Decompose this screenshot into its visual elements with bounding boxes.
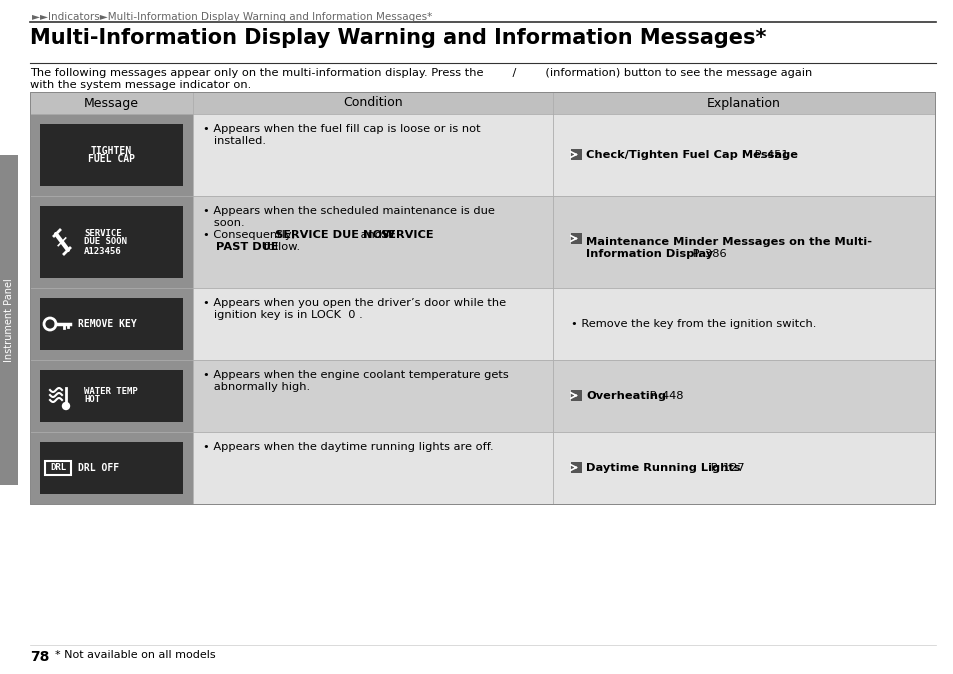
Bar [40,206,183,278]
Text: PAST DUE: PAST DUE [216,242,279,252]
Text: HOT: HOT [84,396,100,404]
Text: P. 127: P. 127 [706,463,744,473]
Text: Instrument Panel: Instrument Panel [4,278,14,362]
Text: P. 448: P. 448 [646,391,683,401]
Text: Information Display: Information Display [585,249,713,259]
Bar [553,196,934,288]
Bar [553,432,934,504]
Bar [571,149,581,160]
Bar [571,390,581,401]
Bar [40,370,183,422]
Bar [553,114,934,196]
Text: ignition key is in LOCK  0 .: ignition key is in LOCK 0 . [203,310,362,320]
Bar [0,155,18,485]
Text: with the system message indicator on.: with the system message indicator on. [30,80,251,90]
Text: follow.: follow. [260,242,300,252]
Bar [571,462,581,473]
Text: 78: 78 [30,650,50,664]
Text: The following messages appear only on the multi-information display. Press the  : The following messages appear only on th… [30,68,811,78]
Bar [571,233,581,244]
Text: Message: Message [84,96,139,109]
Text: Overheating: Overheating [585,391,665,401]
Text: A123456: A123456 [84,247,121,255]
Text: SERVICE: SERVICE [84,228,121,237]
Text: Daytime Running Lights: Daytime Running Lights [585,463,740,473]
Text: Condition: Condition [343,96,402,109]
Text: P. 451: P. 451 [750,150,788,160]
Bar [30,360,193,432]
Bar [30,196,193,288]
Text: DUE SOON: DUE SOON [84,237,127,247]
Bar [553,360,934,432]
Text: P. 386: P. 386 [688,249,725,259]
Text: ✕: ✕ [55,233,69,251]
Text: DRL: DRL [50,464,66,472]
Text: • Appears when the scheduled maintenance is due: • Appears when the scheduled maintenance… [203,206,495,216]
Text: • Appears when you open the driver’s door while the: • Appears when you open the driver’s doo… [203,298,506,308]
Bar [30,92,934,504]
Bar [193,432,553,504]
Text: WATER TEMP: WATER TEMP [84,388,137,396]
Text: • Appears when the fuel fill cap is loose or is not: • Appears when the fuel fill cap is loos… [203,124,480,134]
Bar [40,442,183,494]
Bar [193,114,553,196]
Bar [30,288,193,360]
Text: and: and [357,230,386,240]
Bar [193,196,553,288]
Bar [193,288,553,360]
Bar [553,288,934,360]
Text: Maintenance Minder Messages on the Multi-: Maintenance Minder Messages on the Multi… [585,237,871,247]
Bar [30,92,934,114]
Circle shape [63,402,70,410]
Text: Explanation: Explanation [706,96,781,109]
Text: TIGHTEN: TIGHTEN [91,146,132,156]
Text: installed.: installed. [203,136,266,146]
Text: • Appears when the daytime running lights are off.: • Appears when the daytime running light… [203,442,493,452]
Text: Check/Tighten Fuel Cap Message: Check/Tighten Fuel Cap Message [585,150,797,160]
Bar [45,461,71,475]
Bar [40,124,183,186]
Text: FUEL CAP: FUEL CAP [88,154,135,164]
Text: soon.: soon. [203,218,244,228]
Text: • Remove the key from the ignition switch.: • Remove the key from the ignition switc… [571,319,816,329]
Bar [40,298,183,350]
Bar [193,360,553,432]
Text: ►►Indicators►Multi-Information Display Warning and Information Messages*: ►►Indicators►Multi-Information Display W… [32,12,432,22]
Text: • Appears when the engine coolant temperature gets: • Appears when the engine coolant temper… [203,370,508,380]
Bar [30,114,193,196]
Text: * Not available on all models: * Not available on all models [55,650,215,660]
Text: abnormally high.: abnormally high. [203,382,310,392]
Text: SERVICE DUE NOW: SERVICE DUE NOW [274,230,395,240]
Text: SERVICE: SERVICE [379,230,434,240]
Bar [30,432,193,504]
Text: DRL OFF: DRL OFF [78,463,119,473]
Text: • Consequently,: • Consequently, [203,230,298,240]
Text: Multi-Information Display Warning and Information Messages*: Multi-Information Display Warning and In… [30,28,765,48]
Text: REMOVE KEY: REMOVE KEY [78,319,136,329]
